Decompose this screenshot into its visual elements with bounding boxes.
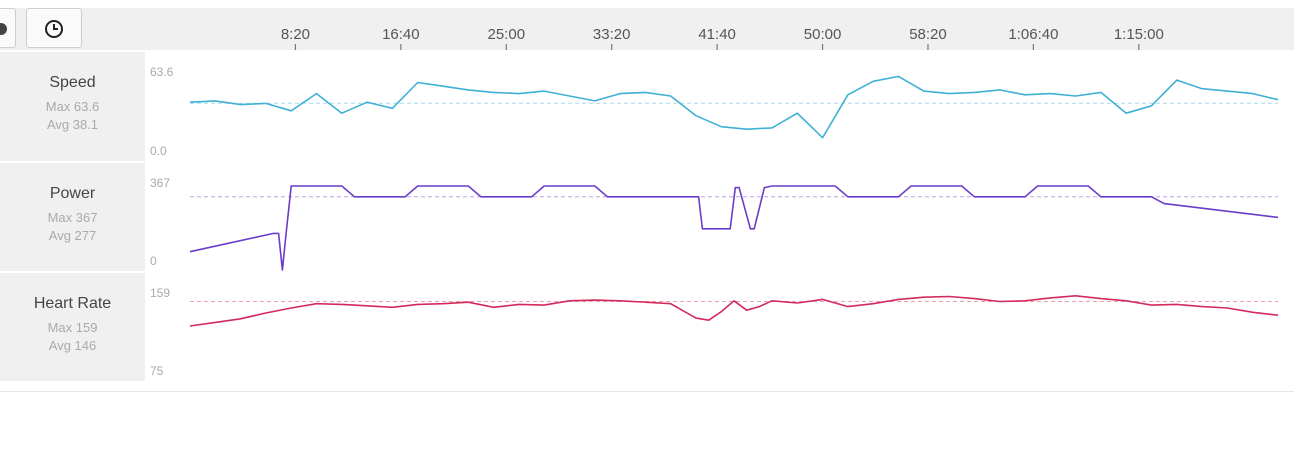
power-ymin-label: 0 — [150, 254, 157, 268]
heart-rate-ymin-label: 75 — [150, 364, 164, 378]
time-tick-label: 41:40 — [698, 26, 736, 43]
heart-rate-chart-panel — [145, 273, 1280, 381]
time-axis-button[interactable] — [26, 8, 82, 48]
pin-icon — [0, 23, 7, 35]
time-tick-label: 1:06:40 — [1008, 26, 1058, 43]
clock-icon — [45, 20, 63, 38]
time-tick-label: 50:00 — [804, 26, 842, 43]
heart-rate-series-line — [189, 294, 1279, 327]
timeline-header — [0, 8, 1294, 50]
heart-rate-max: Max 159 — [47, 320, 98, 335]
power-title: Power — [49, 185, 96, 202]
power-avg: Avg 277 — [48, 228, 97, 243]
time-tick-label: 33:20 — [593, 26, 631, 43]
speed-title: Speed — [49, 74, 96, 91]
time-tick-label: 8:20 — [281, 26, 310, 43]
speed-ymin-label: 0.0 — [150, 144, 167, 158]
heart-rate-avg: Avg 146 — [48, 338, 97, 353]
time-tick-label: 25:00 — [488, 26, 526, 43]
divider — [0, 391, 1294, 392]
power-label-panel: Power Max 367 Avg 277 — [0, 163, 145, 271]
time-tick-label: 16:40 — [382, 26, 420, 43]
power-series-line — [189, 185, 1279, 271]
heart-rate-title: Heart Rate — [33, 295, 112, 312]
speed-label-panel: Speed Max 63.6 Avg 38.1 — [0, 52, 145, 161]
heart-rate-ymax-label: 159 — [150, 286, 170, 300]
speed-max: Max 63.6 — [45, 99, 100, 114]
speed-series-line — [189, 75, 1279, 139]
time-tick-label: 1:15:00 — [1114, 26, 1164, 43]
speed-avg: Avg 38.1 — [46, 117, 99, 132]
heart-rate-label-panel: Heart Rate Max 159 Avg 146 — [0, 273, 145, 381]
power-ymax-label: 367 — [150, 176, 170, 190]
power-max: Max 367 — [47, 210, 98, 225]
speed-ymax-label: 63.6 — [150, 65, 174, 79]
pin-button[interactable] — [0, 8, 16, 48]
power-chart-panel — [145, 163, 1280, 271]
time-tick-label: 58:20 — [909, 26, 947, 43]
